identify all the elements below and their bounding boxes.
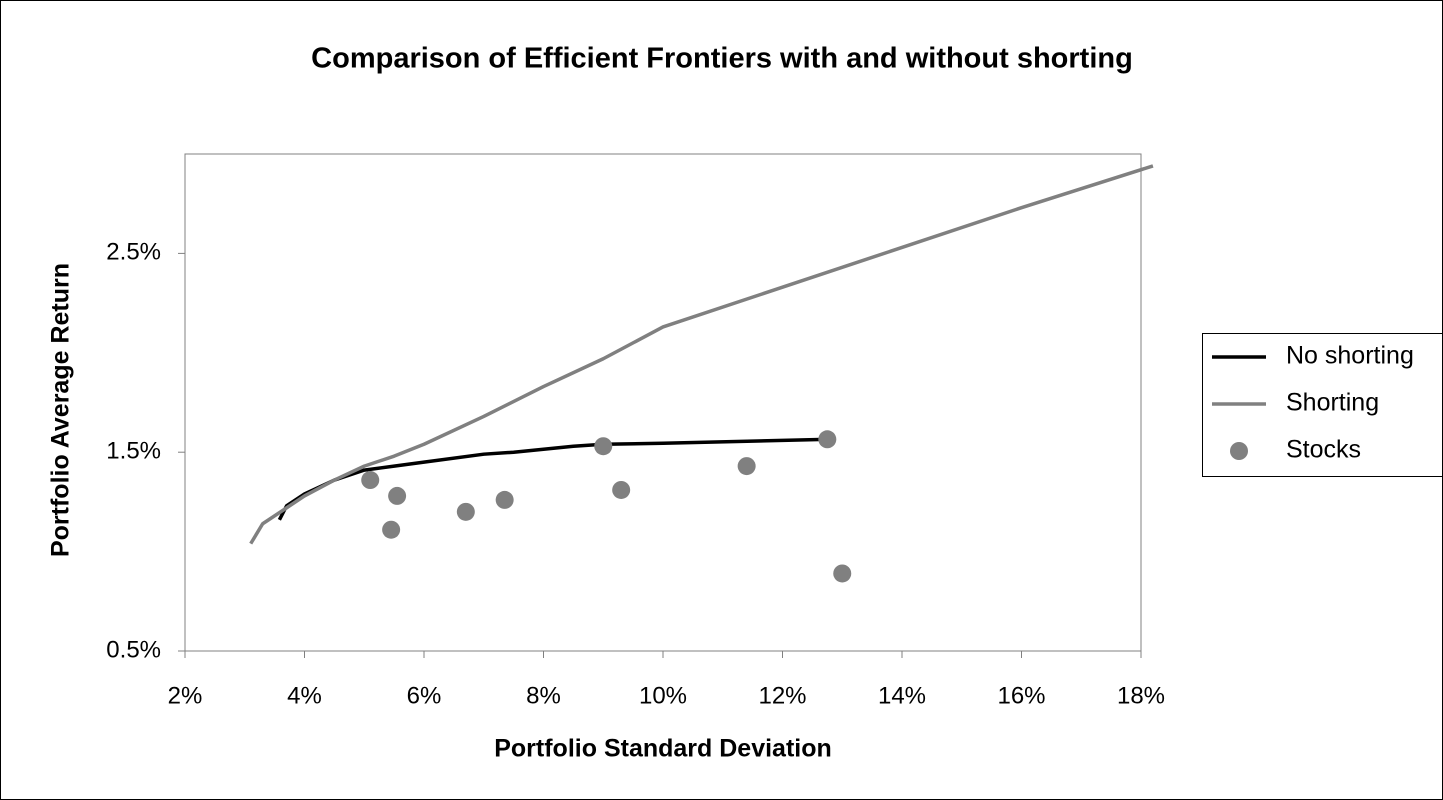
x-tick-label: 18%: [1117, 682, 1165, 709]
legend-label: Shorting: [1286, 389, 1379, 417]
y-axis-label: Portfolio Average Return: [47, 263, 75, 557]
stock-point: [612, 480, 631, 499]
stock-point: [818, 430, 837, 449]
legend-label: No shorting: [1286, 342, 1414, 370]
stock-point: [382, 520, 401, 539]
chart-title: Comparison of Efficient Frontiers with a…: [311, 43, 1133, 75]
stock-point: [594, 437, 613, 456]
x-tick-label: 14%: [878, 682, 926, 709]
x-tick-label: 4%: [287, 682, 322, 709]
stock-point: [456, 502, 475, 521]
x-tick-label: 6%: [407, 682, 442, 709]
stock-point: [361, 471, 380, 490]
y-tick-label: 1.5%: [106, 438, 161, 465]
y-tick-label: 0.5%: [106, 636, 161, 663]
stock-point: [388, 486, 407, 505]
x-tick-label: 16%: [997, 682, 1045, 709]
x-tick-label: 10%: [639, 682, 687, 709]
x-tick-label: 2%: [168, 682, 203, 709]
x-tick-label: 12%: [758, 682, 806, 709]
x-axis-label: Portfolio Standard Deviation: [494, 735, 832, 763]
series-line: [249, 164, 1154, 545]
x-tick-label: 8%: [526, 682, 561, 709]
stock-point: [495, 490, 514, 509]
stock-point: [737, 457, 756, 476]
legend-label: Stocks: [1286, 436, 1361, 464]
legend-swatch: [1230, 442, 1248, 460]
stock-point: [833, 564, 852, 583]
y-tick-label: 2.5%: [106, 239, 161, 266]
